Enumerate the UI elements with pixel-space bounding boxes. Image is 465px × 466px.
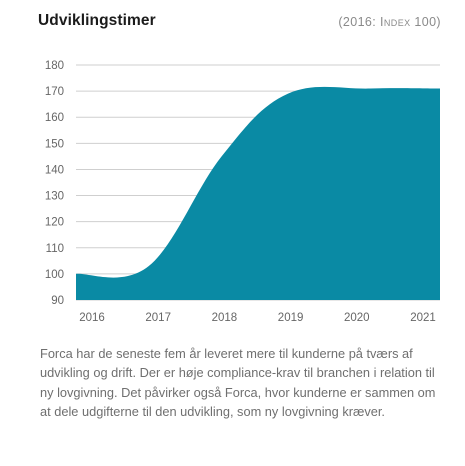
x-tick-label: 2021 <box>410 312 436 324</box>
chart-caption: Forca har de seneste fem år leveret mere… <box>40 346 436 420</box>
area-series <box>76 86 440 301</box>
y-axis: 90 100 110 120 130 140 150 160 170 180 <box>45 60 64 307</box>
y-tick-label: 180 <box>45 60 64 72</box>
area-fill <box>76 86 440 301</box>
y-tick-label: 150 <box>45 138 64 150</box>
y-tick-label: 140 <box>45 164 64 176</box>
y-tick-label: 160 <box>45 112 64 124</box>
x-tick-label: 2019 <box>278 312 304 324</box>
x-tick-label: 2017 <box>145 312 171 324</box>
chart-title: Udviklingstimer <box>38 12 156 29</box>
y-tick-label: 130 <box>45 191 64 203</box>
x-tick-label: 2020 <box>344 312 370 324</box>
chart-subtitle: (2016: Index 100) <box>338 15 441 29</box>
y-tick-label: 120 <box>45 217 64 229</box>
y-tick-label: 90 <box>51 295 64 307</box>
x-tick-label: 2018 <box>212 312 238 324</box>
x-tick-label: 2016 <box>79 312 105 324</box>
y-tick-label: 170 <box>45 86 64 98</box>
y-tick-label: 100 <box>45 269 64 281</box>
x-axis: 2016 2017 2018 2019 2020 2021 <box>79 312 436 324</box>
y-tick-label: 110 <box>46 243 64 255</box>
